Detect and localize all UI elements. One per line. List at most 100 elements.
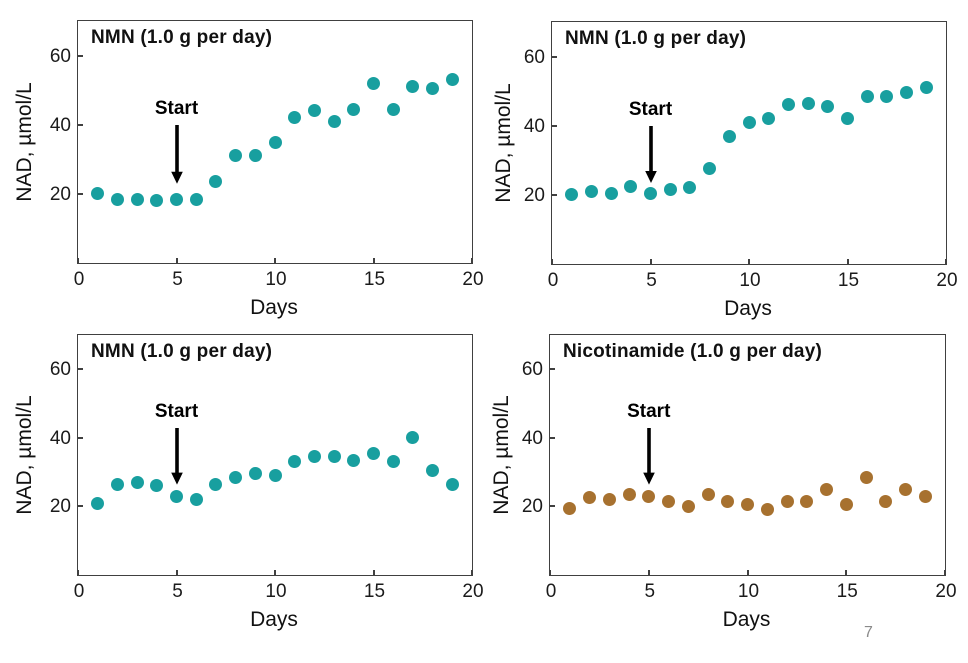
data-point: [268, 469, 282, 483]
start-arrow-icon: [170, 427, 183, 485]
x-tick-label: 0: [73, 269, 85, 290]
start-label: Start: [154, 97, 199, 119]
data-point: [307, 450, 321, 464]
x-tick-label: 15: [837, 270, 860, 291]
start-label: Start: [154, 400, 199, 422]
x-axis-label: Days: [250, 608, 298, 631]
y-tick-label: 60: [521, 359, 543, 381]
data-point: [170, 489, 183, 503]
data-point: [367, 446, 380, 460]
y-tick-label: 40: [521, 427, 543, 449]
x-tick-mark: [175, 258, 178, 263]
start-arrow-icon: [170, 124, 183, 184]
plot-title: NMN (1.0 g per day): [565, 28, 747, 49]
x-tick-label: 15: [363, 581, 386, 602]
x-tick-mark: [748, 259, 750, 264]
plot-title: Nicotinamide (1.0 g per day): [563, 341, 822, 362]
data-point: [288, 111, 302, 125]
x-tick-mark: [945, 259, 947, 264]
x-tick-label: 0: [545, 581, 557, 602]
data-point: [189, 192, 203, 206]
data-point: [327, 114, 341, 128]
x-tick-label: 10: [737, 581, 760, 602]
data-point: [841, 112, 854, 126]
data-point: [860, 89, 874, 103]
data-point: [880, 89, 894, 103]
y-tick-label: 60: [49, 359, 71, 381]
y-tick-label: 20: [523, 184, 545, 206]
x-tick-mark: [471, 570, 473, 575]
y-tick-mark: [550, 368, 555, 371]
data-point: [642, 489, 656, 503]
data-point: [445, 73, 459, 87]
data-point: [347, 453, 361, 467]
x-tick-label: 15: [363, 269, 386, 290]
data-point: [721, 494, 735, 508]
y-tick-label: 40: [49, 114, 71, 136]
data-point: [703, 162, 717, 176]
y-tick-mark: [552, 193, 557, 196]
x-tick-mark: [549, 570, 551, 575]
data-point: [150, 194, 164, 208]
page-number: 7: [864, 624, 873, 641]
x-tick-label: 20: [462, 581, 484, 602]
data-point: [899, 482, 912, 496]
data-point: [624, 179, 638, 193]
subplot-nmn-bottom-left: NAD, µmol/L NMN (1.0 g per day) Start Da…: [0, 331, 484, 663]
data-point: [110, 477, 124, 491]
data-point: [150, 479, 164, 493]
data-point: [820, 482, 833, 496]
data-point: [229, 470, 243, 484]
subplot-nmn-top-right: NAD, µmol/L NMN (1.0 g per day) Start Da…: [484, 0, 968, 332]
data-point: [622, 487, 636, 501]
data-point: [583, 491, 596, 505]
x-tick-mark: [746, 570, 749, 575]
x-tick-mark: [77, 570, 79, 575]
data-point: [563, 501, 577, 515]
data-point: [189, 493, 203, 507]
data-point: [327, 450, 341, 464]
x-tick-mark: [77, 258, 79, 263]
y-tick-mark: [550, 436, 555, 439]
x-axis-label: Days: [250, 296, 298, 319]
plot-area: NMN (1.0 g per day) Start: [77, 334, 473, 576]
data-point: [445, 477, 459, 491]
data-point: [918, 489, 932, 503]
data-point: [663, 183, 677, 197]
y-tick-mark: [78, 192, 83, 195]
data-point: [248, 467, 262, 481]
data-point: [91, 187, 105, 201]
y-tick-mark: [78, 436, 83, 439]
data-point: [722, 129, 736, 143]
plot-area: Nicotinamide (1.0 g per day) Start: [549, 334, 946, 576]
data-point: [662, 494, 675, 508]
data-point: [426, 81, 440, 95]
y-tick-mark: [78, 123, 83, 126]
y-tick-mark: [550, 505, 555, 508]
data-point: [879, 494, 893, 508]
y-tick-mark: [78, 368, 83, 371]
x-tick-mark: [471, 258, 473, 263]
x-tick-mark: [846, 259, 849, 264]
data-point: [821, 100, 835, 114]
x-tick-mark: [649, 259, 652, 264]
data-point: [248, 149, 262, 163]
start-arrow-icon: [642, 427, 655, 485]
start-arrow-icon: [644, 125, 657, 183]
data-point: [386, 455, 400, 469]
data-point: [762, 112, 776, 126]
x-tick-label: 20: [935, 581, 957, 602]
data-point: [565, 188, 579, 202]
data-point: [288, 455, 302, 469]
data-point: [741, 498, 754, 512]
data-point: [130, 192, 144, 206]
plot-area: NMN (1.0 g per day) Start: [551, 21, 947, 265]
x-tick-label: 10: [739, 270, 761, 291]
data-point: [604, 186, 618, 200]
y-tick-label: 20: [49, 496, 71, 518]
x-tick-mark: [647, 570, 650, 575]
data-point: [209, 175, 223, 189]
data-point: [209, 477, 223, 491]
x-axis-label: Days: [724, 297, 772, 320]
